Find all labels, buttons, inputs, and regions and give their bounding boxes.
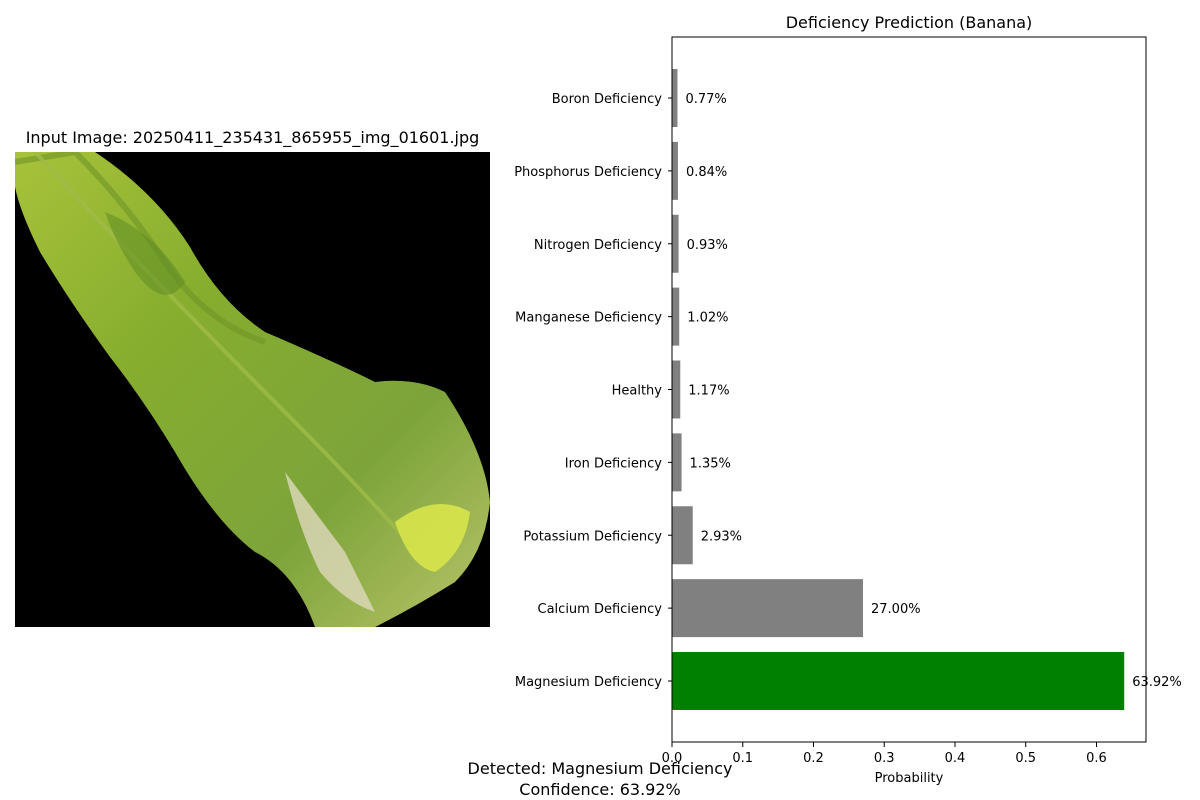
x-tick-label: 0.6 — [1086, 751, 1107, 766]
data-label: 27.00% — [871, 602, 921, 617]
data-label: 0.93% — [687, 238, 728, 253]
plot-frame — [671, 36, 1147, 743]
detected-label: Detected: Magnesium Deficiency — [467, 759, 733, 778]
x-tick-label: 0.5 — [1015, 751, 1036, 766]
y-tick-label: Manganese Deficiency — [515, 311, 662, 326]
x-tick-label: 0.2 — [803, 751, 824, 766]
y-tick-label: Healthy — [612, 384, 663, 399]
y-tick-label: Nitrogen Deficiency — [534, 238, 662, 253]
bar-boron-deficiency — [672, 69, 678, 127]
data-label: 1.02% — [687, 311, 728, 326]
bar-calcium-deficiency — [672, 579, 864, 638]
data-label: 1.17% — [688, 384, 729, 399]
y-tick-label: Iron Deficiency — [565, 456, 663, 471]
x-axis-label: Probability — [875, 771, 944, 786]
y-tick-label: Magnesium Deficiency — [515, 675, 662, 690]
chart-title: Deficiency Prediction (Banana) — [786, 13, 1033, 32]
y-tick-label: Phosphorus Deficiency — [514, 165, 662, 180]
confidence-label: Confidence: 63.92% — [519, 780, 681, 799]
bar-potassium-deficiency — [672, 506, 693, 565]
data-label: 63.92% — [1132, 675, 1182, 690]
data-label: 2.93% — [701, 529, 742, 544]
x-tick-label: 0.0 — [662, 751, 683, 766]
bar-iron-deficiency — [672, 433, 682, 492]
y-tick-label: Potassium Deficiency — [523, 529, 662, 544]
y-tick-label: Calcium Deficiency — [538, 602, 663, 617]
bar-healthy — [672, 360, 681, 419]
bar-phosphorus-deficiency — [672, 141, 678, 200]
input-image-title: Input Image: 20250411_235431_865955_img_… — [25, 128, 480, 147]
data-label: 0.84% — [686, 165, 727, 180]
x-tick-label: 0.1 — [732, 751, 753, 766]
data-label: 1.35% — [690, 456, 731, 471]
bar-magnesium-deficiency — [672, 652, 1125, 710]
input-leaf-image — [15, 152, 490, 627]
bar-manganese-deficiency — [672, 287, 680, 346]
y-tick-label: Boron Deficiency — [552, 92, 663, 107]
data-label: 0.77% — [685, 92, 726, 107]
x-tick-label: 0.4 — [945, 751, 966, 766]
bar-nitrogen-deficiency — [672, 214, 679, 273]
x-tick-label: 0.3 — [874, 751, 895, 766]
